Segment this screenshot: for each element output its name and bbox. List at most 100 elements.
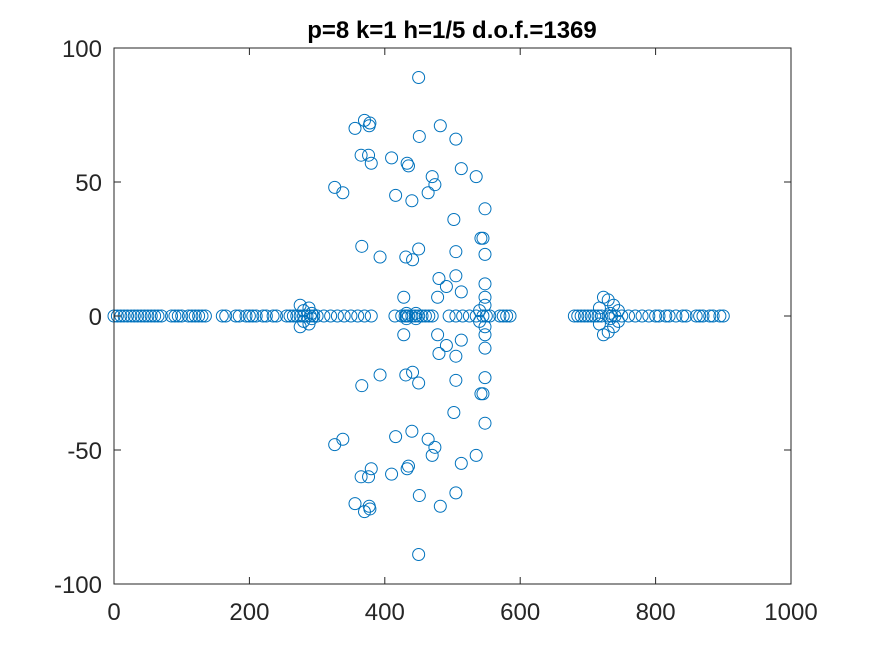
data-point [412, 70, 426, 84]
data-point [409, 312, 423, 326]
data-point [154, 309, 168, 323]
data-point [432, 271, 446, 285]
data-point [317, 309, 331, 323]
data-point [476, 387, 490, 401]
data-point [652, 309, 666, 323]
data-point [607, 298, 621, 312]
data-point [344, 309, 358, 323]
data-point [406, 365, 420, 379]
data-point [195, 309, 209, 323]
data-point [151, 309, 165, 323]
data-point [462, 309, 476, 323]
y-axis: 100 50 0 -50 -100 [54, 36, 791, 599]
data-point [703, 309, 717, 323]
data-point [415, 309, 429, 323]
data-point [431, 290, 445, 304]
data-point [362, 470, 376, 484]
data-point [679, 309, 693, 323]
data-point [689, 309, 703, 323]
data-point [400, 156, 414, 170]
data-point [405, 424, 419, 438]
data-point [324, 309, 338, 323]
data-point [412, 129, 426, 143]
data-point [478, 298, 492, 312]
data-point [449, 373, 463, 387]
data-point [232, 309, 246, 323]
data-point [192, 309, 206, 323]
data-point [134, 309, 148, 323]
data-point [397, 328, 411, 342]
data-point [330, 309, 344, 323]
data-point [473, 304, 487, 318]
y-tick-label: 0 [89, 304, 102, 331]
data-point [397, 290, 411, 304]
data-point [716, 309, 730, 323]
data-point [337, 309, 351, 323]
data-point [454, 333, 468, 347]
data-point [303, 309, 317, 323]
data-point [137, 309, 151, 323]
x-tick-label: 600 [500, 599, 540, 626]
data-point [591, 309, 605, 323]
data-point [439, 280, 453, 294]
data-point [402, 459, 415, 473]
data-point [336, 186, 350, 200]
data-point [355, 379, 369, 393]
data-point [659, 309, 673, 323]
data-point [611, 304, 625, 318]
data-point [611, 314, 625, 328]
data-point [412, 489, 426, 503]
data-point [402, 309, 415, 323]
data-point [449, 245, 463, 259]
data-point [175, 309, 189, 323]
data-point [373, 368, 387, 382]
data-point [473, 314, 487, 328]
data-point [348, 497, 362, 511]
data-point [110, 309, 124, 323]
data-point [249, 309, 263, 323]
axes-background [114, 48, 791, 584]
data-point [496, 309, 510, 323]
data-point [357, 309, 371, 323]
data-point [706, 309, 720, 323]
data-point [478, 277, 492, 291]
data-point [476, 231, 490, 245]
data-point [594, 309, 608, 323]
x-tick-label: 400 [365, 599, 405, 626]
data-point [449, 309, 463, 323]
data-point [449, 132, 463, 146]
data-point [307, 309, 321, 323]
data-point [425, 309, 439, 323]
data-point [578, 309, 592, 323]
data-point [603, 306, 617, 320]
data-point [601, 325, 615, 339]
data-point [622, 309, 636, 323]
data-point [603, 312, 617, 326]
data-point [493, 309, 507, 323]
y-tick-label: -50 [67, 438, 102, 465]
data-point [364, 462, 378, 476]
data-point [336, 432, 350, 446]
data-point [364, 156, 378, 170]
data-point [433, 119, 447, 133]
data-point [305, 312, 319, 326]
data-point [406, 253, 420, 267]
data-point [469, 448, 483, 462]
data-point [188, 309, 202, 323]
x-tick-label: 200 [229, 599, 269, 626]
x-tick-label: 800 [636, 599, 676, 626]
data-point [286, 309, 300, 323]
data-point [412, 242, 426, 256]
data-point [385, 151, 399, 165]
data-point [362, 148, 376, 162]
data-point [669, 309, 683, 323]
data-point [478, 290, 492, 304]
data-point [454, 285, 468, 299]
data-point [400, 462, 414, 476]
data-point [447, 213, 461, 227]
data-point [124, 309, 138, 323]
data-point [449, 486, 463, 500]
data-point [454, 162, 468, 176]
data-point [363, 116, 377, 130]
data-point [605, 309, 619, 323]
